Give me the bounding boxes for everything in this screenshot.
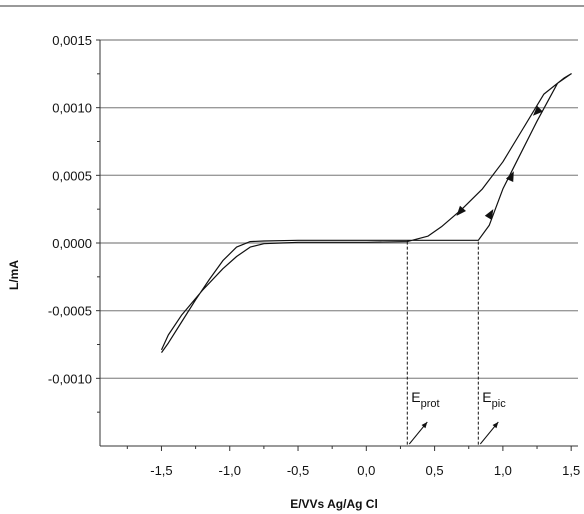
y-tick-label: 0,0000 [52, 236, 92, 251]
y-axis-title: L/mA [7, 260, 21, 290]
pointer-arrowhead [492, 422, 499, 429]
axis-ticks: 0,0015 0,0010 0,0005 0,0000 -0,0005 -0,0010 -1… [48, 33, 580, 478]
x-tick-label: 1,0 [494, 463, 512, 478]
direction-arrowhead [532, 105, 543, 116]
x-tick-label: 0,0 [357, 463, 375, 478]
x-tick-label: 0,5 [426, 463, 444, 478]
x-axis-title: E/VVs Ag/Ag Cl [290, 497, 378, 511]
direction-arrows [456, 105, 543, 220]
direction-arrowhead [456, 205, 467, 216]
pointer-arrowhead [421, 422, 428, 429]
direction-arrowhead [484, 209, 494, 220]
annotation-E_pic: Epic [482, 389, 506, 410]
annotations: Eprot Epic [406, 241, 506, 446]
x-tick-label: -1,5 [150, 463, 172, 478]
series-line-1 [160, 73, 572, 353]
x-tick-label: -1,0 [219, 463, 241, 478]
x-tick-label: -0,5 [287, 463, 309, 478]
y-tick-label: -0,0010 [48, 371, 92, 386]
direction-arrowhead [505, 171, 514, 183]
y-tick-label: -0,0005 [48, 304, 92, 319]
y-tick-label: 0,0005 [52, 168, 92, 183]
grid-lines [100, 39, 578, 380]
series-layer [160, 73, 572, 353]
x-tick-label: 1,5 [562, 463, 580, 478]
y-tick-label: 0,0015 [52, 33, 92, 48]
annotation-E_prot: Eprot [411, 389, 439, 410]
y-tick-label: 0,0010 [52, 101, 92, 116]
